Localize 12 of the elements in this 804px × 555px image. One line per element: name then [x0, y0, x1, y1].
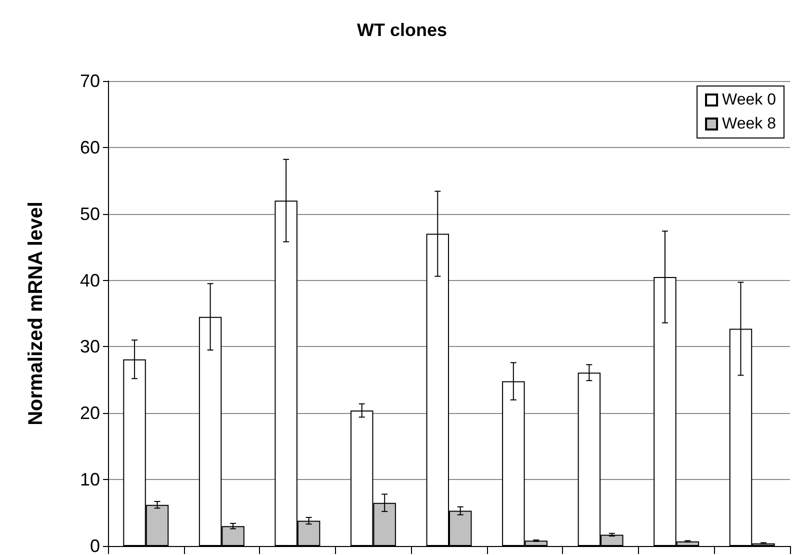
y-tick-label: 30: [80, 336, 100, 357]
y-axis-title: Normalized mRNA level: [25, 202, 47, 426]
y-tick-label: 20: [80, 403, 100, 424]
y-tick-label: 10: [80, 470, 100, 490]
y-tick-label: 0: [90, 536, 100, 555]
y-tick-label: 60: [80, 137, 100, 158]
legend-label: Week 0: [722, 92, 776, 108]
y-tick-label: 40: [80, 270, 100, 290]
legend-label: Week 8: [722, 116, 776, 132]
y-tick-label: 50: [80, 204, 100, 224]
chart-title: WT clones: [356, 20, 448, 40]
y-tick-label: 70: [80, 71, 100, 91]
